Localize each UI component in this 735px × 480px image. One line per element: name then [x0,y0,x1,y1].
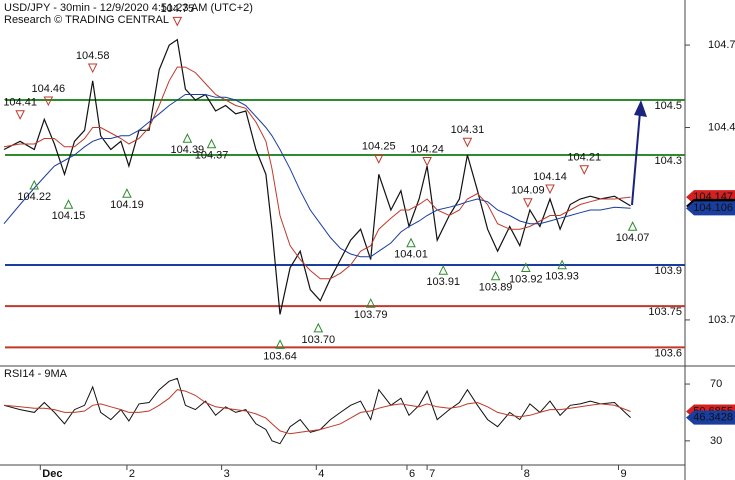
pivot-low-marker [365,298,376,308]
pivot-low-label: 103.93 [545,271,579,283]
pivot-high-marker [87,63,98,74]
x-tick-label: 4 [318,468,324,480]
pivot-low-label: 103.89 [479,282,513,294]
x-tick-label: 3 [224,468,230,480]
level-label: 103.75 [648,306,682,318]
pivot-low-marker [182,133,193,143]
series-line [3,38,631,315]
pivot-high-marker [462,137,473,148]
pivot-high-label: 104.25 [362,141,396,153]
pivot-low-marker [313,322,324,333]
pivot-high-marker [422,157,432,167]
plot-layer: Dec 2 3 4 6 7 8 9 104.7 104.4 103.7 104.5 104.3 103.9… [3,3,735,480]
series-line [3,389,631,435]
pivot-high-marker [545,184,555,195]
pivot-low-label: 103.70 [301,334,335,346]
pivot-high-marker [172,16,183,27]
pivot-high-marker [373,154,384,164]
pivot-low-marker [438,265,449,275]
price-badge [686,410,735,425]
forecast-arrowhead [634,100,647,117]
pivot-low-label: 104.37 [195,150,229,162]
pivot-low-marker [627,221,638,231]
pivot-high-marker [579,165,590,175]
pivot-low-label: 103.79 [354,309,388,321]
pivot-low-label: 104.39 [171,144,205,156]
price-badge-label: 46.3428 [693,412,733,424]
pivot-high-label: 104.31 [451,124,485,136]
y-tick-label: 104.7 [708,39,735,51]
forecast-arrow [631,111,641,206]
level-label: 104.5 [654,100,682,112]
pivot-low-label: 104.01 [394,249,428,261]
pivot-low-marker [406,237,416,248]
pivot-low-marker [490,270,501,281]
level-label: 103.6 [654,347,682,359]
chart-title: USD/JPY - 30min - 12/9/2020 4:51:23 AM (… [4,2,253,14]
x-tick-label: 8 [524,468,530,480]
series-line [3,66,631,280]
pivot-low-marker [29,179,40,190]
series-line [3,377,631,445]
pivot-high-label: 104.14 [533,171,567,183]
pivot-high-label: 104.41 [3,97,37,109]
pivot-high-label: 104.21 [567,152,601,164]
y-tick-label: 104.4 [708,121,735,133]
x-tick-label: 2 [129,468,135,480]
pivot-low-label: 104.15 [52,210,86,222]
pivot-high-label: 104.46 [32,83,66,95]
pivot-high-label: 104.24 [410,143,444,155]
level-label: 103.9 [654,265,682,277]
pivot-high-label: 104.58 [76,50,110,62]
pivot-low-marker [557,259,567,270]
rsi-y-tick-label: 30 [710,435,722,447]
pivot-low-marker [206,138,217,149]
pivot-high-marker [43,96,54,107]
pivot-high-label: 104.09 [511,185,545,197]
pivot-low-label: 103.64 [263,350,297,362]
pivot-high-label: 104.75 [160,3,194,15]
pivot-low-label: 103.91 [426,276,460,288]
pivot-low-marker [63,199,74,209]
pivot-low-label: 103.92 [509,273,543,285]
pivot-low-marker [122,188,132,198]
series-line [3,94,631,258]
x-tick-label: Dec [42,468,62,480]
rsi-y-tick-label: 70 [710,378,722,390]
pivot-low-label: 104.19 [110,199,144,211]
pivot-high-marker [523,198,533,208]
price-badge [686,201,735,216]
chart-subtitle: Research © TRADING CENTRAL [4,14,169,26]
x-tick-label: 6 [409,468,415,480]
y-tick-label: 103.7 [708,314,735,326]
pivot-low-label: 104.07 [616,232,650,244]
x-tick-label: 9 [621,468,627,480]
price-badge-label: 104.106 [693,202,733,214]
pivot-high-marker [15,110,25,120]
level-label: 104.3 [654,155,682,167]
pivot-low-marker [521,262,531,272]
rsi-title: RSI14 - 9MA [4,368,68,380]
pivot-low-marker [275,339,285,349]
x-tick-label: 7 [429,468,435,480]
pivot-low-label: 104.22 [17,191,51,203]
